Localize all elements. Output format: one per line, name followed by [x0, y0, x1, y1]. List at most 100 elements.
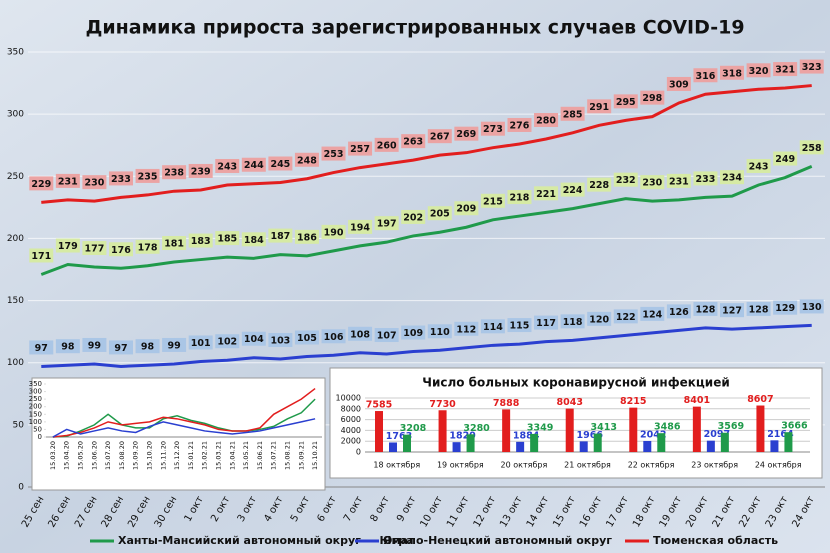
label-box — [374, 216, 399, 231]
data-label: 245 — [270, 159, 290, 170]
data-label: 183 — [191, 236, 211, 247]
label-box — [480, 319, 505, 334]
data-label: 202 — [403, 212, 423, 223]
data-label: 177 — [84, 244, 104, 255]
bar — [643, 440, 652, 452]
data-label: 1820 — [449, 431, 476, 442]
y-tick-label: 50 — [13, 420, 25, 430]
label-box — [773, 62, 798, 77]
label-box — [560, 106, 585, 121]
label-box — [188, 335, 213, 350]
data-label: 318 — [722, 68, 742, 79]
label-box — [55, 238, 80, 253]
label-box — [241, 157, 266, 172]
data-label: 129 — [775, 303, 795, 314]
label-box — [560, 182, 585, 197]
x-tick-label: 15.09.20 — [132, 441, 140, 470]
y-tick-label: 350 — [29, 380, 42, 388]
bar — [516, 441, 525, 452]
label-box — [587, 177, 612, 192]
data-label: 1884 — [513, 430, 540, 441]
data-label: 7888 — [493, 398, 520, 409]
x-tick-label: 15.06.21 — [256, 441, 264, 470]
data-label: 187 — [270, 231, 290, 242]
bar — [720, 432, 729, 452]
label-box — [108, 340, 133, 355]
label-box — [507, 190, 532, 205]
label-box — [401, 325, 426, 340]
label-box — [427, 324, 452, 339]
bar — [466, 434, 475, 452]
bar — [579, 441, 588, 452]
data-label: 176 — [111, 245, 131, 256]
x-tick-label: 18 октября — [373, 461, 420, 470]
bar — [593, 433, 602, 452]
data-label: 104 — [244, 334, 264, 345]
data-label: 285 — [563, 109, 583, 120]
data-label: 263 — [403, 137, 423, 148]
label-box — [427, 206, 452, 221]
chart-title: Динамика прироста зарегистрированных слу… — [85, 17, 744, 39]
data-label: 105 — [297, 333, 317, 344]
label-box — [268, 228, 293, 243]
label-box — [294, 330, 319, 345]
y-tick-label: 300 — [29, 388, 42, 396]
data-label: 244 — [244, 160, 264, 171]
label-box — [82, 175, 107, 190]
y-tick-label: 0 — [356, 448, 361, 457]
data-label: 258 — [802, 143, 822, 154]
bar — [389, 442, 397, 452]
label-box — [799, 59, 824, 74]
bar — [784, 432, 793, 452]
data-label: 115 — [510, 321, 530, 332]
label-box — [268, 332, 293, 347]
series-line — [52, 387, 316, 438]
label-box — [746, 63, 771, 78]
label-box — [507, 117, 532, 132]
label-box — [55, 173, 80, 188]
x-tick-label: 15.01.21 — [187, 441, 195, 470]
x-tick-label: 15.12.20 — [173, 441, 181, 470]
label-box — [534, 315, 559, 330]
label-box — [162, 165, 187, 180]
x-tick-label: 20 октября — [501, 461, 548, 470]
data-label: 243 — [749, 161, 769, 172]
label-box — [560, 314, 585, 329]
data-label: 295 — [616, 97, 636, 108]
label-box — [321, 146, 346, 161]
data-label: 221 — [536, 189, 556, 200]
x-tick-label: 15.09.21 — [297, 441, 305, 470]
label-box — [640, 90, 665, 105]
label-box — [188, 163, 213, 178]
data-label: 110 — [430, 327, 450, 338]
y-tick-label: 100 — [29, 418, 42, 426]
data-label: 269 — [456, 129, 476, 140]
label-box — [746, 158, 771, 173]
data-label: 186 — [297, 232, 317, 243]
data-label: 205 — [430, 209, 450, 220]
y-tick-label: 10000 — [336, 394, 361, 403]
label-box — [162, 337, 187, 352]
label-box — [108, 171, 133, 186]
label-box — [55, 339, 80, 354]
bar — [375, 411, 383, 452]
label-box — [108, 242, 133, 257]
legend-label: Ямало-Ненецкий автономный округ — [383, 534, 612, 547]
label-box — [534, 186, 559, 201]
data-label: 106 — [324, 332, 344, 343]
data-label: 316 — [696, 71, 716, 82]
data-label: 276 — [510, 120, 530, 131]
y-tick-label: 300 — [7, 110, 24, 120]
data-label: 231 — [669, 176, 689, 187]
x-tick-label: 15.11.20 — [159, 441, 167, 470]
data-label: 267 — [430, 132, 450, 143]
label-box — [188, 233, 213, 248]
data-label: 124 — [642, 309, 662, 320]
inset-frame — [31, 377, 326, 491]
bar — [706, 440, 715, 452]
label-box — [666, 304, 691, 319]
data-label: 3666 — [781, 421, 808, 432]
data-label: 8401 — [684, 395, 710, 406]
x-tick-label: 15.02.21 — [201, 441, 209, 470]
y-tick-label: 250 — [7, 172, 24, 182]
